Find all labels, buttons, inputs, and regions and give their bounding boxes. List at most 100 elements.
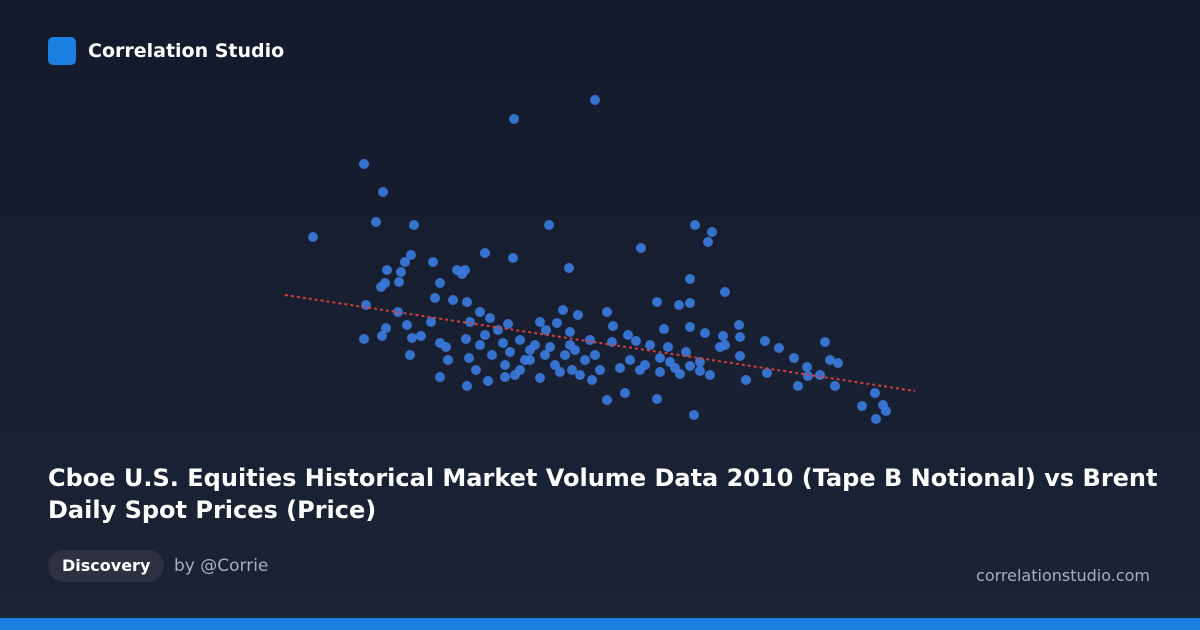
point	[820, 337, 830, 347]
point	[625, 355, 635, 365]
point	[881, 406, 891, 416]
point	[505, 347, 515, 357]
point	[652, 394, 662, 404]
point	[480, 248, 490, 258]
point	[793, 381, 803, 391]
point	[435, 278, 445, 288]
point	[564, 263, 574, 273]
point	[580, 355, 590, 365]
point	[535, 317, 545, 327]
point	[483, 376, 493, 386]
point	[695, 366, 705, 376]
point	[674, 300, 684, 310]
point	[825, 355, 835, 365]
point	[685, 361, 695, 371]
accent-bar	[0, 618, 1200, 630]
chart-title: Cboe U.S. Equities Historical Market Vol…	[48, 464, 1158, 524]
point	[570, 345, 580, 355]
point	[833, 358, 843, 368]
point	[802, 362, 812, 372]
point	[608, 321, 618, 331]
point	[555, 367, 565, 377]
point	[735, 351, 745, 361]
point	[705, 370, 715, 380]
point	[655, 367, 665, 377]
point	[685, 322, 695, 332]
trend-line	[284, 294, 916, 392]
tag[interactable]: Discovery	[48, 550, 165, 582]
point	[602, 395, 612, 405]
point	[762, 368, 772, 378]
point	[681, 347, 691, 357]
point	[405, 350, 415, 360]
point	[461, 334, 471, 344]
point	[720, 340, 730, 350]
point	[602, 307, 612, 317]
point	[400, 257, 410, 267]
point	[462, 381, 472, 391]
point	[448, 295, 458, 305]
point	[540, 350, 550, 360]
point	[443, 355, 453, 365]
point	[544, 220, 554, 230]
point	[382, 265, 392, 275]
point	[685, 298, 695, 308]
point	[510, 370, 520, 380]
point	[465, 317, 475, 327]
point	[475, 340, 485, 350]
point	[426, 317, 436, 327]
point	[407, 333, 417, 343]
point	[402, 320, 412, 330]
point	[703, 237, 713, 247]
point	[652, 297, 662, 307]
point	[457, 269, 467, 279]
point	[760, 336, 770, 346]
point	[871, 414, 881, 424]
point	[774, 343, 784, 353]
point	[487, 350, 497, 360]
point	[575, 370, 585, 380]
point	[500, 360, 510, 370]
brand: Correlation Studio	[88, 40, 285, 62]
point	[741, 375, 751, 385]
author[interactable]: by @Corrie	[174, 556, 269, 576]
point	[359, 334, 369, 344]
point	[735, 332, 745, 342]
point	[803, 371, 813, 381]
point	[381, 323, 391, 333]
point	[607, 337, 617, 347]
point	[587, 375, 597, 385]
point	[690, 220, 700, 230]
point	[685, 274, 695, 284]
point	[464, 353, 474, 363]
point	[530, 340, 540, 350]
point	[500, 372, 510, 382]
point	[670, 363, 680, 373]
point	[718, 331, 728, 341]
point	[480, 330, 490, 340]
point	[623, 330, 633, 340]
point	[663, 342, 673, 352]
point	[377, 331, 387, 341]
point	[308, 232, 318, 242]
point	[655, 353, 665, 363]
site: correlationstudio.com	[976, 566, 1150, 585]
point	[406, 250, 416, 260]
point	[700, 328, 710, 338]
point	[615, 363, 625, 373]
point	[409, 220, 419, 230]
point	[498, 338, 508, 348]
point	[659, 324, 669, 334]
logo	[48, 37, 76, 65]
point	[689, 410, 699, 420]
point	[631, 336, 641, 346]
point	[503, 319, 513, 329]
point	[707, 227, 717, 237]
point	[567, 365, 577, 375]
point	[645, 340, 655, 350]
point	[475, 307, 485, 317]
point	[471, 365, 481, 375]
point	[558, 305, 568, 315]
point	[416, 331, 426, 341]
